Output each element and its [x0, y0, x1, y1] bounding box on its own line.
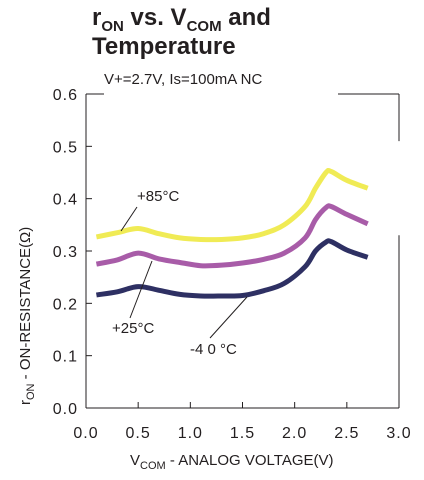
y-tick-label: 0.5 — [53, 139, 78, 156]
x-tick-label: 0.0 — [73, 425, 98, 442]
annotation-85c-label: +85°C — [137, 188, 179, 205]
y-axis-ticks: 0.0 0.1 0.2 0.3 0.4 0.5 0.6 — [53, 87, 92, 418]
y-tick-label: 0.2 — [53, 296, 78, 313]
series-line-85c — [95, 167, 369, 243]
x-tick-label: 2.5 — [334, 425, 359, 442]
y-tick-label: 0.4 — [53, 192, 78, 209]
y-axis-label: rON - ON-RESISTANCE(Ω) — [17, 227, 37, 405]
y-tick-label: 0.0 — [53, 401, 78, 418]
annotation-25c-label: +25°C — [112, 320, 154, 337]
annotation-minus40c-leader — [209, 296, 248, 339]
x-axis-label: VCOM - ANALOG VOLTAGE(V) — [130, 452, 334, 472]
x-tick-label: 2.0 — [282, 425, 307, 442]
title-line-2: Temperature — [92, 33, 236, 60]
chart-title: rON vs. VCOM and Temperature — [92, 4, 271, 60]
title-line-1: rON vs. VCOM and — [92, 4, 271, 35]
series-line-25c — [95, 203, 369, 269]
series-annotations: +85°C +25°C -4 0 °C — [112, 188, 248, 358]
annotation-85c-leader — [120, 206, 138, 232]
x-tick-label: 1.5 — [230, 425, 255, 442]
annotation-25c-leader — [129, 260, 153, 319]
x-tick-label: 1.0 — [178, 425, 203, 442]
y-tick-label: 0.6 — [53, 87, 78, 104]
y-tick-label: 0.3 — [53, 244, 78, 261]
series-lines — [95, 167, 369, 299]
annotation-minus40c-label: -4 0 °C — [190, 341, 237, 358]
x-axis-ticks: 0.0 0.5 1.0 1.5 2.0 2.5 3.0 — [73, 402, 411, 442]
series-line-minus40c — [95, 238, 369, 299]
test-conditions: V+=2.7V, Is=100mA NC — [104, 71, 262, 88]
x-tick-label: 3.0 — [386, 425, 411, 442]
x-tick-label: 0.5 — [126, 425, 151, 442]
y-tick-label: 0.1 — [53, 349, 78, 366]
